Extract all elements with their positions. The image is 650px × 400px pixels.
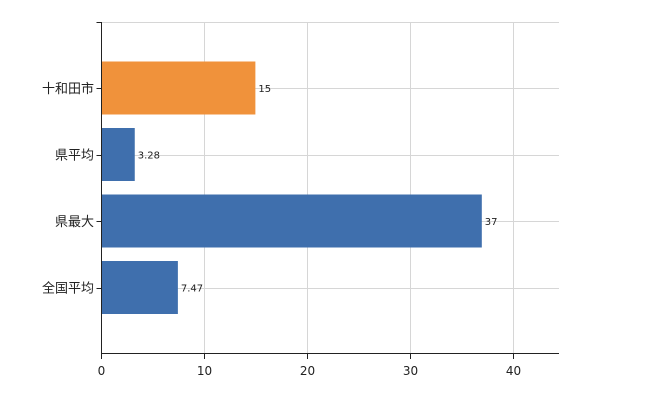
axes xyxy=(96,22,559,359)
category-label: 県最大 xyxy=(55,215,94,230)
data-label: 7.47 xyxy=(181,284,203,295)
data-label: 3.28 xyxy=(138,151,160,162)
category-label: 全国平均 xyxy=(42,281,94,297)
x-tick-label: 10 xyxy=(197,364,212,378)
x-tick-label: 0 xyxy=(98,364,106,378)
bar xyxy=(101,61,256,115)
bar xyxy=(101,194,482,248)
data-label: 15 xyxy=(258,84,271,95)
bars xyxy=(101,61,482,314)
bar xyxy=(101,128,135,181)
data-label: 37 xyxy=(485,217,498,228)
x-tick-label: 40 xyxy=(506,364,521,378)
bar xyxy=(101,261,178,314)
x-tick-label: 30 xyxy=(403,364,418,378)
x-tick-label: 20 xyxy=(300,364,315,378)
category-label: 十和田市 xyxy=(42,81,94,97)
category-label: 県平均 xyxy=(55,149,94,164)
